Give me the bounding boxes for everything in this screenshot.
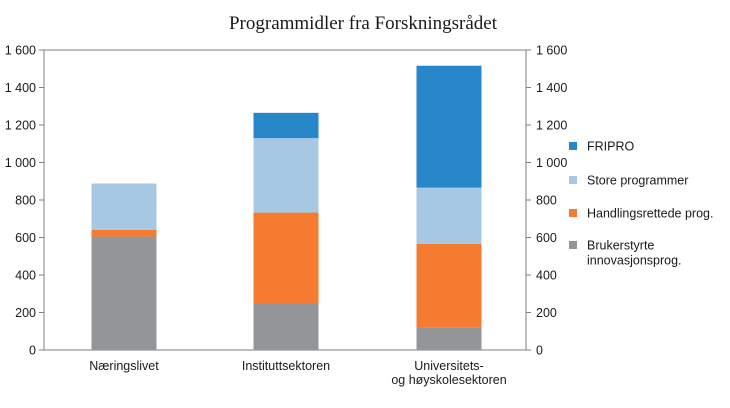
legend: FRIPRO Store programmer Handlingsrettede p…: [569, 140, 713, 268]
y-tick-label-right: 0: [536, 344, 543, 358]
y-tick-label-right: 200: [536, 306, 557, 320]
legend-swatch: [569, 142, 577, 150]
bar-segment-cat2-series0: [416, 327, 482, 350]
y-tick-label-right: 1 600: [536, 44, 567, 58]
y-tick-label-left: 1 200: [5, 119, 36, 133]
legend-label: Brukerstyrte: [587, 239, 654, 253]
bar-segment-cat1-series1: [253, 212, 319, 304]
x-axis-categories: Næringslivet Instituttsektoren Universitet…: [89, 359, 506, 387]
legend-label: Handlingsrettede prog.: [587, 207, 713, 221]
y-tick-label-left: 600: [15, 231, 36, 245]
y-tick-label-left: 800: [15, 194, 36, 208]
bar-segment-cat0-series1: [91, 230, 157, 237]
y-axis-left: 0 200 400 600 800 1 000 1 200 1 400 1 600: [5, 44, 44, 358]
bar-segment-cat2-series2: [416, 187, 482, 244]
x-category-label: Universitets-: [414, 359, 483, 373]
legend-swatch: [569, 209, 577, 217]
x-category-label: Instituttsektoren: [242, 359, 330, 373]
y-tick-label-left: 1 000: [5, 156, 36, 170]
y-tick-label-left: 400: [15, 269, 36, 283]
y-tick-label-left: 200: [15, 306, 36, 320]
bar-segment-cat1-series0: [253, 303, 319, 350]
legend-label: FRIPRO: [587, 140, 635, 154]
legend-swatch: [569, 176, 577, 184]
bar-segment-cat2-series3: [416, 65, 482, 188]
y-tick-label-left: 0: [29, 344, 36, 358]
x-category-label: Næringslivet: [89, 359, 159, 373]
bar-segment-cat1-series2: [253, 138, 319, 213]
chart-title: Programmidler fra Forskningsrådet: [229, 13, 498, 34]
y-tick-label-left: 1 400: [5, 81, 36, 95]
legend-swatch: [569, 241, 577, 249]
bar-segment-cat2-series1: [416, 243, 482, 328]
legend-label: innovasjonsprog.: [587, 254, 682, 268]
y-tick-label-right: 1 200: [536, 119, 567, 133]
y-tick-label-right: 600: [536, 231, 557, 245]
x-category-label: og høyskolesektoren: [391, 373, 506, 387]
y-tick-label-right: 1 000: [536, 156, 567, 170]
y-tick-label-right: 1 400: [536, 81, 567, 95]
y-tick-label-left: 1 600: [5, 44, 36, 58]
y-tick-label-right: 400: [536, 269, 557, 283]
y-tick-label-right: 800: [536, 194, 557, 208]
legend-label: Store programmer: [587, 174, 688, 188]
bar-segment-cat0-series2: [91, 183, 157, 230]
y-axis-right: 0 200 400 600 800 1 000 1 200 1 400 1 600: [526, 44, 567, 358]
bar-segment-cat1-series3: [253, 112, 319, 139]
bar-segment-cat0-series0: [91, 236, 157, 350]
bars: [91, 65, 482, 350]
